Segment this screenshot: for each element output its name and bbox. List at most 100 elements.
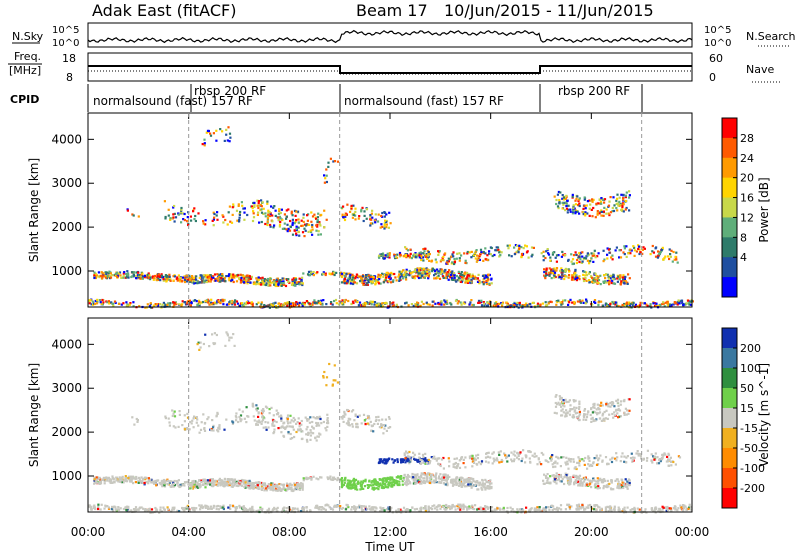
- echo-pixel: [435, 481, 438, 484]
- echo-pixel: [297, 304, 301, 307]
- echo-pixel: [459, 481, 462, 484]
- echo-pixel: [326, 420, 329, 423]
- echo-pixel: [419, 251, 422, 254]
- echo-pixel: [602, 210, 605, 213]
- echo-pixel: [232, 203, 235, 206]
- echo-pixel: [218, 273, 221, 276]
- echo-pixel: [663, 305, 666, 308]
- echo-pixel: [162, 279, 165, 282]
- echo-pixel: [220, 299, 223, 302]
- echo-pixel: [197, 424, 200, 427]
- echo-pixel: [573, 276, 576, 279]
- echo-pixel: [574, 203, 578, 206]
- echo-pixel: [564, 472, 567, 475]
- echo-pixel: [615, 399, 618, 402]
- echo-pixel: [561, 197, 564, 200]
- echo-pixel: [289, 225, 292, 229]
- echo-pixel: [307, 432, 310, 435]
- echo-pixel: [125, 304, 128, 307]
- echo-pixel: [232, 280, 235, 284]
- echo-pixel: [466, 477, 469, 480]
- echo-pixel: [620, 208, 623, 212]
- echo-pixel: [121, 479, 124, 482]
- echo-pixel: [317, 435, 320, 438]
- echo-pixel: [423, 477, 426, 480]
- echo-pixel: [412, 254, 415, 257]
- echo-pixel: [613, 276, 616, 279]
- echo-pixel: [138, 305, 141, 308]
- echo-pixel: [353, 483, 356, 486]
- echo-pixel: [495, 249, 498, 252]
- echo-pixel: [507, 247, 510, 250]
- echo-pixel: [286, 230, 289, 233]
- echo-pixel: [183, 276, 186, 279]
- echo-pixel: [574, 277, 577, 281]
- echo-pixel: [420, 472, 423, 475]
- echo-pixel: [590, 417, 593, 420]
- echo-pixel: [286, 484, 289, 487]
- echo-pixel: [549, 475, 552, 478]
- echo-pixel: [469, 281, 472, 284]
- echo-pixel: [565, 205, 568, 208]
- echo-pixel: [212, 276, 215, 279]
- echo-pixel: [266, 487, 269, 490]
- echo-pixel: [571, 408, 574, 411]
- echo-pixel: [326, 413, 329, 416]
- echo-pixel: [593, 479, 596, 482]
- echo-pixel: [244, 279, 247, 282]
- echo-pixel: [605, 212, 608, 215]
- echo-pixel: [498, 302, 501, 305]
- echo-pixel: [474, 484, 477, 487]
- echo-pixel: [562, 253, 565, 256]
- echo-pixel: [280, 280, 283, 283]
- echo-pixel: [649, 253, 652, 256]
- echo-pixel: [295, 278, 298, 281]
- echo-pixel: [365, 418, 368, 421]
- echo-pixel: [371, 487, 374, 490]
- echo-pixel: [205, 300, 208, 303]
- echo-pixel: [622, 193, 625, 196]
- echo-pixel: [641, 248, 644, 251]
- echo-pixel: [179, 211, 183, 214]
- echo-pixel: [675, 301, 678, 304]
- echo-pixel: [109, 275, 112, 278]
- echo-pixel: [276, 489, 279, 492]
- echo-pixel: [470, 486, 473, 489]
- echo-pixel: [547, 302, 550, 305]
- echo-pixel: [202, 220, 205, 223]
- echo-pixel: [382, 424, 386, 427]
- echo-pixel: [378, 278, 381, 281]
- echo-pixel: [625, 302, 628, 305]
- echo-pixel: [522, 247, 525, 250]
- echo-pixel: [608, 200, 611, 203]
- echo-pixel: [605, 208, 608, 211]
- echo-pixel: [181, 303, 184, 306]
- echo-pixel: [683, 303, 686, 306]
- echo-pixel: [289, 437, 292, 440]
- echo-pixel: [488, 282, 491, 285]
- echo-pixel: [207, 481, 210, 484]
- echo-pixel: [243, 207, 246, 210]
- echo-pixel: [451, 478, 454, 481]
- echo-pixel: [245, 421, 248, 424]
- echo-pixel: [279, 305, 282, 308]
- echo-pixel: [648, 305, 651, 308]
- echo-pixel: [348, 484, 351, 487]
- echo-pixel: [584, 214, 587, 217]
- echo-pixel: [277, 216, 280, 219]
- echo-pixel: [176, 481, 179, 484]
- echo-pixel: [593, 249, 596, 252]
- echo-pixel: [381, 478, 384, 481]
- echo-pixel: [164, 417, 167, 420]
- echo-pixel: [371, 424, 374, 427]
- echo-pixel: [584, 212, 587, 216]
- echo-pixel: [178, 278, 181, 281]
- echo-pixel: [406, 482, 410, 486]
- echo-pixel: [264, 405, 268, 408]
- echo-pixel: [541, 302, 544, 305]
- echo-pixel: [250, 275, 253, 278]
- echo-pixel: [162, 276, 165, 279]
- echo-pixel: [536, 304, 540, 307]
- echo-pixel: [443, 253, 446, 256]
